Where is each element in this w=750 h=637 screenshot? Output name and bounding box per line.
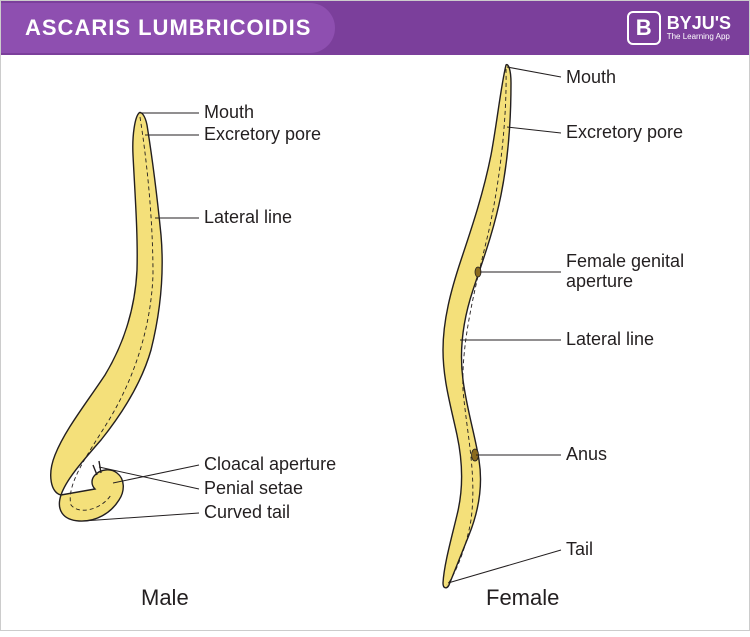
female-worm [443, 65, 511, 588]
label-male-cloacal: Cloacal aperture [204, 455, 336, 475]
caption-male: Male [141, 585, 189, 611]
label-female-mouth: Mouth [566, 68, 616, 88]
page-title: ASCARIS LUMBRICOIDIS [1, 3, 335, 53]
logo-icon: B [627, 11, 661, 45]
label-male-excretory: Excretory pore [204, 125, 321, 145]
label-male-mouth: Mouth [204, 103, 254, 123]
label-female-excretory: Excretory pore [566, 123, 683, 143]
brand-tagline: The Learning App [667, 32, 731, 42]
brand-name: BYJU'S [667, 14, 731, 32]
label-male-lateral: Lateral line [204, 208, 292, 228]
male-worm [51, 113, 162, 522]
label-male-penial: Penial setae [204, 479, 303, 499]
diagram-canvas: Mouth Excretory pore Lateral line Cloaca… [1, 55, 750, 632]
label-female-tail: Tail [566, 540, 593, 560]
label-male-curved: Curved tail [204, 503, 290, 523]
header-bar: ASCARIS LUMBRICOIDIS B BYJU'S The Learni… [1, 1, 749, 55]
label-female-lateral: Lateral line [566, 330, 654, 350]
label-female-anus: Anus [566, 445, 607, 465]
caption-female: Female [486, 585, 559, 611]
brand-logo: B BYJU'S The Learning App [627, 11, 731, 45]
label-female-genital: Female genital aperture [566, 252, 736, 292]
